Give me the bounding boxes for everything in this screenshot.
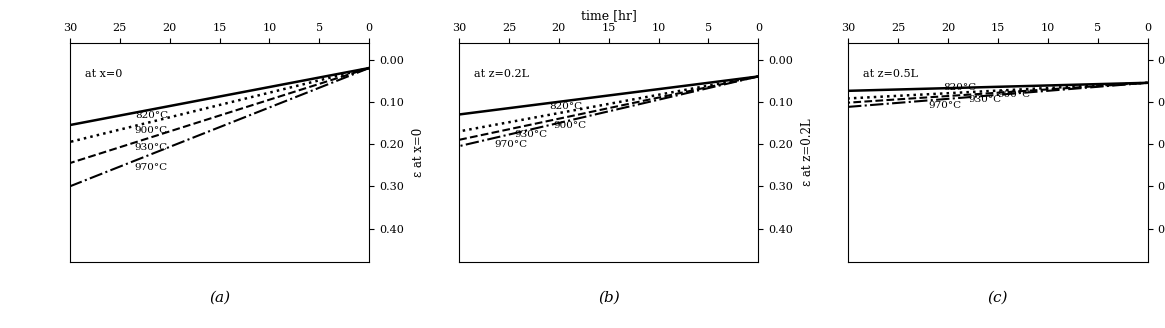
Text: 930°C: 930°C — [968, 95, 1001, 104]
Text: at x=0: at x=0 — [85, 69, 122, 79]
Text: 930°C: 930°C — [135, 143, 168, 152]
Text: at z=0.2L: at z=0.2L — [474, 69, 529, 79]
Text: 900°C: 900°C — [553, 121, 587, 130]
Y-axis label: ε at z=0.2L: ε at z=0.2L — [802, 119, 814, 186]
Y-axis label: ε at x=0: ε at x=0 — [412, 128, 425, 177]
Text: 900°C: 900°C — [998, 90, 1031, 99]
Text: (c): (c) — [988, 291, 1008, 305]
Text: 930°C: 930°C — [514, 130, 548, 139]
Text: 820°C: 820°C — [135, 111, 168, 120]
Text: 900°C: 900°C — [135, 126, 168, 135]
X-axis label: time [hr]: time [hr] — [581, 9, 636, 22]
Text: 970°C: 970°C — [494, 140, 527, 149]
Text: 820°C: 820°C — [549, 102, 582, 111]
Text: (b): (b) — [598, 291, 620, 305]
Text: (a): (a) — [209, 291, 231, 305]
Text: 970°C: 970°C — [135, 163, 168, 172]
Text: 820°C: 820°C — [942, 83, 976, 92]
Text: 970°C: 970°C — [929, 101, 961, 110]
Text: at z=0.5L: at z=0.5L — [863, 69, 918, 79]
